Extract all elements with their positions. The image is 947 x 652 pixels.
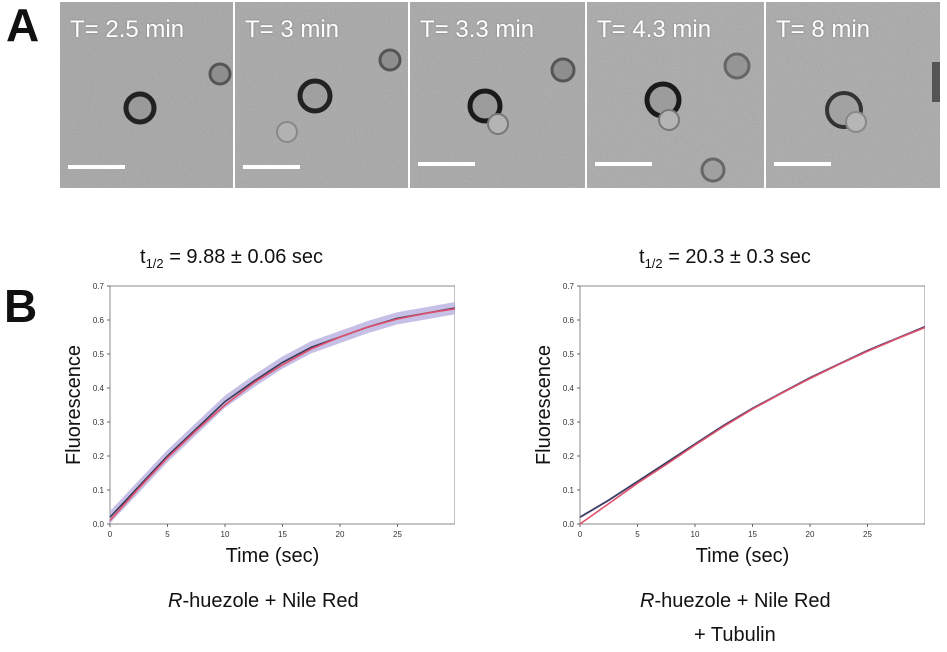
x-tick-label: 25: [393, 530, 402, 539]
x-axis-label: Time (sec): [696, 545, 790, 567]
y-tick-label: 0.1: [93, 486, 105, 495]
y-axis-label: Fluorescence: [63, 345, 85, 465]
chart-svg: 0.0 0.1 0.2 0.3 0.4 0.5 0.6 0.7 0 5 10 15 20 25 Time (…: [63, 282, 456, 567]
micrograph-frame: T= 4.3 min: [587, 2, 764, 188]
micrograph-image: [766, 2, 940, 188]
x-tick-label: 0: [108, 530, 113, 539]
x-tick-label: 5: [165, 530, 170, 539]
y-tick-label: 0.4: [563, 384, 575, 393]
fluorescence-chart-left: 0.0 0.1 0.2 0.3 0.4 0.5 0.6 0.7 0 5 10 15 20 25 Time (…: [55, 248, 456, 593]
caption-text: -huezole + Nile Red: [654, 590, 831, 612]
scale-bar: [418, 162, 475, 166]
y-tick-label: 0.4: [93, 384, 105, 393]
micrograph-frame: T= 3.3 min: [410, 2, 585, 188]
x-tick-label: 15: [748, 530, 757, 539]
caption-right-line2: + Tubulin: [694, 624, 776, 646]
time-label: T= 2.5 min: [70, 16, 185, 43]
fluorescence-chart-right: 0.0 0.1 0.2 0.3 0.4 0.5 0.6 0.7 0 5 10 15 20 25 Time (…: [525, 248, 926, 593]
time-label: T= 4.3 min: [597, 16, 712, 43]
x-tick-label: 10: [221, 530, 230, 539]
x-tick-label: 10: [691, 530, 700, 539]
error-band: [110, 301, 455, 524]
y-tick-label: 0.2: [93, 452, 105, 461]
series-line: [579, 326, 926, 518]
caption-left: R-huezole + Nile Red: [168, 590, 359, 613]
y-tick-label: 0.3: [563, 418, 575, 427]
caption-italic: R: [168, 590, 183, 612]
half-life-value: = 20.3 ± 0.3 sec: [662, 246, 811, 268]
chart-svg: 0.0 0.1 0.2 0.3 0.4 0.5 0.6 0.7 0 5 10 15 20 25 Time (…: [533, 282, 926, 567]
series-line: [579, 326, 926, 525]
micrograph-image: [587, 2, 764, 188]
micrograph-image: [235, 2, 408, 188]
y-tick-label: 0.3: [93, 418, 105, 427]
caption-italic: R: [640, 590, 655, 612]
scale-bar: [243, 165, 300, 169]
plot-frame: [579, 285, 926, 525]
scale-bar: [595, 162, 652, 166]
half-life-value: = 9.88 ± 0.06 sec: [163, 246, 324, 268]
y-axis-label: Fluorescence: [533, 345, 555, 465]
x-tick-label: 20: [336, 530, 345, 539]
time-label: T= 8 min: [776, 16, 871, 43]
time-label: T= 3 min: [245, 16, 340, 43]
error-band: [580, 325, 925, 519]
half-life-subscript: 1/2: [644, 256, 663, 271]
series-line: [109, 307, 456, 518]
time-label: T= 3.3 min: [420, 16, 535, 43]
y-tick-label: 0.5: [563, 350, 575, 359]
x-tick-label: 20: [806, 530, 815, 539]
half-life-subscript: 1/2: [145, 256, 164, 271]
panel-letter-b: B: [4, 280, 38, 332]
scale-bar: [68, 165, 125, 169]
half-life-title-right: t1/2 = 20.3 ± 0.3 sec: [639, 246, 811, 271]
x-axis-label: Time (sec): [226, 545, 320, 567]
micrograph-strip: T= 2.5 min T= 3 min T= 3.3 min: [60, 2, 940, 188]
y-tick-label: 0.5: [93, 350, 105, 359]
half-life-title-left: t1/2 = 9.88 ± 0.06 sec: [140, 246, 323, 271]
caption-right: R-huezole + Nile Red: [640, 590, 831, 613]
micrograph-frame: T= 8 min: [766, 2, 940, 188]
x-tick-label: 15: [278, 530, 287, 539]
y-tick-label: 0.6: [563, 316, 575, 325]
series-line: [109, 307, 456, 522]
micrograph-frame: T= 2.5 min: [60, 2, 233, 188]
y-tick-label: 0.2: [563, 452, 575, 461]
micrograph-frame: T= 3 min: [235, 2, 408, 188]
panel-letter-a: A: [6, 0, 40, 51]
micrograph-image: [60, 2, 233, 188]
y-tick-label: 0.0: [93, 520, 105, 529]
scale-bar: [774, 162, 831, 166]
x-tick-label: 5: [635, 530, 640, 539]
x-tick-label: 25: [863, 530, 872, 539]
y-tick-label: 0.7: [563, 282, 575, 291]
y-tick-label: 0.7: [93, 282, 105, 291]
half-life-symbol: t: [140, 246, 146, 268]
half-life-symbol: t: [639, 246, 645, 268]
x-tick-label: 0: [578, 530, 583, 539]
caption-text: -huezole + Nile Red: [182, 590, 359, 612]
y-tick-label: 0.6: [93, 316, 105, 325]
y-tick-label: 0.0: [563, 520, 575, 529]
micrograph-image: [410, 2, 585, 188]
y-tick-label: 0.1: [563, 486, 575, 495]
